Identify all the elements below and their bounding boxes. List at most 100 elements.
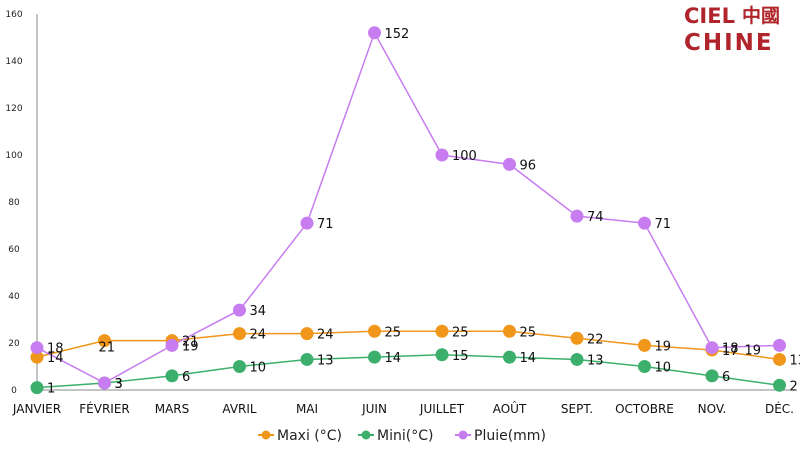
- y-tick-label: 20: [8, 339, 20, 349]
- x-axis-labels: JANVIER FÉVRIER MARS AVRIL MAI JUIN JUILLET AOÛ…: [12, 401, 794, 416]
- data-point-mini: [368, 350, 381, 364]
- data-label-mini: 13: [317, 353, 334, 368]
- data-point-mini: [638, 360, 651, 373]
- data-label-pluie: 18: [722, 342, 739, 357]
- legend-marker-pluie: [458, 430, 468, 440]
- legend-marker-mini: [361, 430, 371, 440]
- data-label-mini: 2: [790, 379, 798, 394]
- data-point-pluie: [503, 157, 516, 171]
- data-point-maxi: [30, 350, 44, 364]
- data-label-pluie: 152: [385, 27, 410, 42]
- series-line-mini: [36, 353, 780, 389]
- data-label-mini: 13: [587, 353, 604, 368]
- data-point-mini: [233, 360, 246, 373]
- data-label-maxi: 25: [452, 325, 469, 340]
- data-point-mini: [773, 378, 786, 392]
- data-point-mini: [435, 348, 449, 362]
- data-label-maxi: 24: [317, 328, 334, 343]
- x-tick-label: JUILLET: [419, 402, 465, 416]
- data-label-pluie: 19: [182, 339, 199, 354]
- data-label-maxi: 14: [47, 351, 64, 366]
- x-tick-label: AVRIL: [222, 402, 257, 416]
- data-label-maxi: 21: [182, 335, 199, 350]
- x-tick-label: MAI: [296, 402, 318, 416]
- y-tick-label: 60: [8, 245, 20, 255]
- data-point-maxi: [233, 327, 246, 341]
- data-point-pluie: [705, 341, 719, 355]
- x-tick-label: OCTOBRE: [615, 402, 674, 416]
- data-label-maxi: 19: [655, 339, 672, 354]
- data-label-mini: 10: [655, 361, 672, 376]
- logo-line2: CHINE: [684, 30, 774, 54]
- x-tick-label: JUIN: [361, 402, 387, 416]
- x-tick-label: NOV.: [698, 402, 727, 416]
- data-label-pluie: 100: [452, 149, 477, 164]
- x-tick-label: JANVIER: [12, 402, 61, 416]
- data-label-maxi: 21: [99, 341, 116, 356]
- y-tick-label: 100: [5, 151, 22, 161]
- legend-label-maxi: Maxi (°C): [277, 428, 342, 444]
- data-label-pluie: 96: [520, 158, 537, 173]
- y-axis-ticks: 0 20 40 60 80 100 120 140 160: [5, 10, 22, 396]
- x-tick-label: AOÛT: [493, 401, 527, 416]
- data-point-pluie: [98, 376, 111, 390]
- data-point-maxi: [570, 331, 584, 345]
- data-label-maxi: 17: [722, 344, 739, 359]
- y-tick-label: 40: [8, 292, 20, 302]
- series-points: [30, 26, 786, 395]
- data-label-maxi: 13: [790, 353, 800, 368]
- data-point-maxi: [435, 324, 449, 338]
- data-point-maxi: [300, 327, 314, 341]
- data-point-mini: [503, 350, 516, 364]
- data-point-mini: [165, 369, 179, 383]
- legend-label-pluie: Pluie(mm): [474, 428, 546, 444]
- data-point-mini: [705, 369, 719, 383]
- data-labels: 1421212424252525221917131361013141514131…: [47, 27, 800, 397]
- data-point-pluie: [773, 338, 786, 352]
- y-tick-label: 0: [11, 386, 17, 396]
- data-label-pluie: 34: [250, 304, 267, 319]
- data-point-maxi: [98, 334, 111, 348]
- data-label-maxi: 25: [520, 325, 537, 340]
- data-point-pluie: [368, 26, 381, 40]
- x-tick-label: SEPT.: [561, 402, 593, 416]
- x-tick-label: DÉC.: [765, 401, 794, 416]
- data-label-mini: 6: [182, 370, 190, 385]
- x-tick-label: FÉVRIER: [79, 401, 130, 416]
- data-label-mini: 10: [250, 361, 267, 376]
- data-point-pluie: [233, 303, 246, 317]
- series-line-maxi: [36, 330, 780, 361]
- legend-label-mini: Mini(°C): [377, 428, 433, 444]
- data-label-mini: 3: [115, 377, 123, 392]
- data-point-pluie: [30, 341, 44, 355]
- data-label-pluie: 71: [317, 217, 334, 232]
- data-point-pluie: [435, 148, 449, 162]
- data-point-maxi: [503, 324, 516, 338]
- y-tick-label: 120: [5, 104, 22, 114]
- data-point-mini: [570, 352, 584, 366]
- data-label-mini: 14: [520, 351, 537, 366]
- legend: Maxi (°C) Mini(°C) Pluie(mm): [258, 428, 546, 444]
- data-label-mini: 1: [47, 382, 55, 397]
- data-label-maxi: 24: [250, 328, 267, 343]
- data-label-mini: 14: [385, 351, 402, 366]
- series-line-pluie: [36, 30, 780, 384]
- logo-glyph: 中國: [742, 4, 780, 27]
- y-tick-label: 140: [5, 57, 22, 67]
- y-tick-label: 160: [5, 10, 22, 20]
- data-point-maxi: [638, 338, 651, 352]
- data-label-pluie: 71: [655, 217, 672, 232]
- legend-marker-maxi: [261, 430, 271, 440]
- data-label-mini: 15: [452, 349, 469, 364]
- data-point-maxi: [368, 324, 381, 338]
- series-lines: [36, 30, 780, 389]
- y-tick-label: 80: [8, 198, 20, 208]
- ciel-chine-logo: CIEL 中國 CHINE: [684, 4, 780, 54]
- data-point-pluie: [638, 216, 651, 230]
- data-point-pluie: [165, 338, 179, 352]
- data-point-pluie: [570, 209, 584, 223]
- data-point-mini: [30, 381, 44, 395]
- data-label-pluie: 19: [745, 343, 762, 358]
- logo-line1: CIEL: [684, 4, 735, 28]
